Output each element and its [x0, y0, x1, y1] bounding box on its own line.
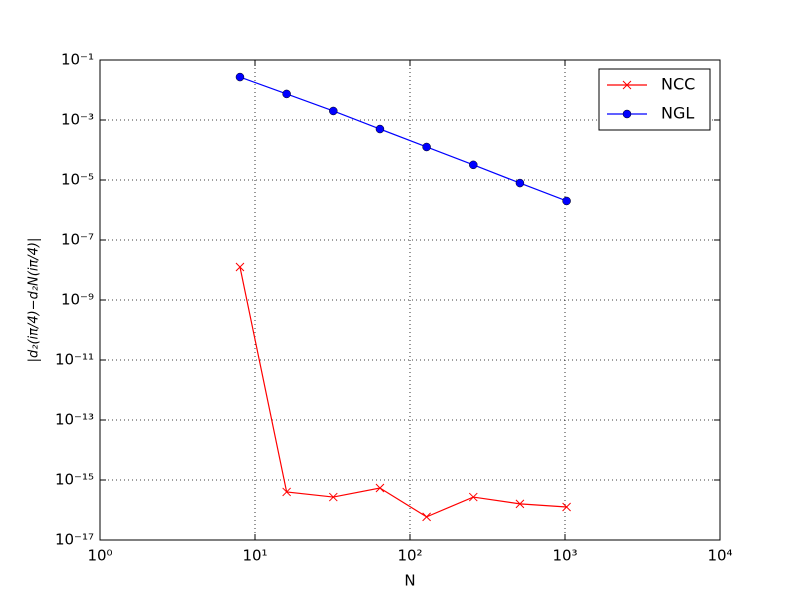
y-tick-label: 10⁻⁵	[61, 171, 94, 189]
data-point	[282, 487, 291, 497]
y-axis-label: |d₂(iπ/4)−d₂N(iπ/4)|	[27, 238, 42, 363]
data-point	[469, 160, 478, 170]
data-point	[375, 483, 385, 493]
y-tick-label: 10⁻⁷	[61, 231, 94, 249]
plot-frame	[99, 59, 721, 541]
data-point	[515, 178, 525, 188]
data-point	[422, 142, 431, 152]
x-tick-label: 10⁰	[87, 547, 112, 565]
x-axis-label: N	[404, 572, 415, 590]
data-point	[375, 124, 385, 134]
y-tick-label: 10⁻¹³	[55, 411, 94, 429]
legend-label: NCC	[661, 75, 695, 94]
data-point	[282, 89, 291, 99]
data-point	[329, 106, 338, 116]
data-point	[422, 512, 431, 522]
y-tick-label: 10⁻¹⁷	[55, 531, 94, 549]
data-point	[328, 492, 338, 502]
x-tick-label: 10³	[552, 547, 577, 565]
y-tick-label: 10⁻¹¹	[55, 351, 94, 369]
y-tick-label: 10⁻⁹	[61, 291, 94, 309]
series-line	[239, 76, 567, 202]
x-tick-label: 10¹	[242, 547, 267, 565]
data-point	[235, 262, 245, 272]
legend-label: NGL	[661, 104, 694, 123]
x-tick-label: 10²	[397, 547, 422, 565]
legend-box	[598, 68, 711, 131]
y-tick-label: 10⁻¹	[61, 51, 94, 69]
y-tick-label: 10⁻³	[61, 111, 94, 129]
data-point	[562, 502, 571, 512]
series-line	[239, 266, 567, 518]
x-tick-label: 10⁴	[707, 547, 732, 565]
data-point	[515, 499, 525, 509]
data-point	[562, 196, 571, 206]
data-point	[235, 72, 245, 82]
legend-marker	[622, 109, 632, 119]
legend-marker	[622, 80, 632, 90]
y-tick-label: 10⁻¹⁵	[55, 471, 94, 489]
data-point	[468, 492, 478, 502]
